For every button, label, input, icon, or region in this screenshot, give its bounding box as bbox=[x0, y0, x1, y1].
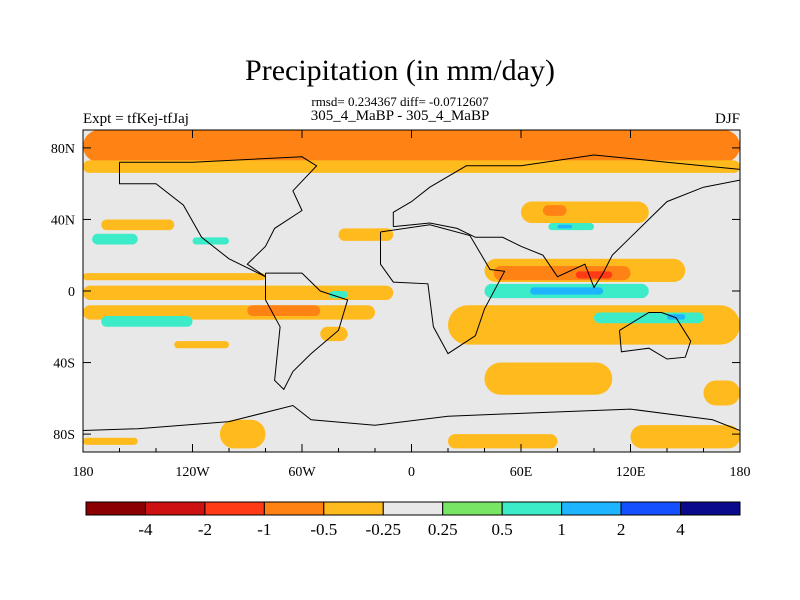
colorbar-swatch bbox=[263, 501, 325, 516]
y-tick-label: 0 bbox=[68, 285, 75, 300]
colorbar-label: 4 bbox=[676, 520, 685, 539]
region-s-america-wet bbox=[329, 291, 348, 299]
region-antarctic-indian bbox=[630, 425, 740, 449]
region-pacific-eq bbox=[83, 285, 394, 300]
region-asia-40n-core bbox=[542, 205, 567, 216]
region-indian-10n-hot bbox=[575, 271, 613, 279]
region-indian-15s-wet bbox=[594, 312, 704, 324]
colorbar-label: 0.5 bbox=[492, 520, 513, 539]
region-spcz-wet bbox=[101, 316, 193, 327]
region-drake-passage bbox=[219, 419, 266, 449]
colorbar-label: -4 bbox=[138, 520, 153, 539]
x-tick-label: 60W bbox=[288, 465, 316, 480]
y-axis: 80N 40N 0 40S 80S bbox=[51, 142, 740, 443]
coastline-eurasia bbox=[392, 154, 740, 289]
colorbar-label: -0.25 bbox=[366, 520, 401, 539]
region-south-pacific-60s bbox=[703, 380, 740, 406]
season-label: DJF bbox=[714, 111, 740, 127]
colorbar-label: 1 bbox=[557, 520, 566, 539]
y-tick-label: 40N bbox=[51, 213, 75, 228]
colorbar-swatch bbox=[442, 501, 503, 516]
region-south-indian-40s bbox=[484, 362, 613, 395]
region-indian-15s bbox=[448, 305, 740, 345]
colorbar-swatch bbox=[144, 501, 206, 516]
colorbar-swatch bbox=[85, 501, 146, 516]
colorbar-label: -1 bbox=[257, 520, 271, 539]
experiment-label: Expt = tfKej-tfJaj bbox=[83, 111, 189, 127]
colorbar-label: 2 bbox=[617, 520, 626, 539]
region-asia-40n-wet-core bbox=[557, 224, 573, 229]
region-south-pacific-30s bbox=[174, 341, 229, 349]
colorbar-label: -2 bbox=[198, 520, 212, 539]
precip-anomaly-regions bbox=[83, 130, 740, 449]
region-pacific-10s-core bbox=[247, 305, 321, 317]
x-tick-label: 120W bbox=[175, 465, 210, 480]
y-tick-label: 40S bbox=[53, 357, 75, 372]
region-north-polar-band bbox=[83, 130, 740, 163]
region-pacific-30n-wet2 bbox=[192, 237, 229, 245]
region-north-polar-fringe bbox=[83, 160, 740, 173]
region-pacific-10n bbox=[83, 273, 266, 281]
chart-stats: rmsd= 0.234367 diff= -0.0712607 bbox=[311, 94, 489, 109]
x-axis: 180 120W 60W 0 60E 120E 180 bbox=[73, 130, 751, 480]
colorbar-swatch bbox=[561, 501, 622, 516]
coastline-africa bbox=[380, 224, 506, 355]
colorbar-swatch bbox=[680, 501, 741, 516]
colorbar-swatch bbox=[501, 501, 563, 516]
x-tick-label: 180 bbox=[73, 465, 94, 480]
coastlines bbox=[83, 154, 740, 452]
region-south-pole-band bbox=[83, 437, 138, 445]
coastline-australia bbox=[619, 312, 692, 360]
colorbar-label: -0.5 bbox=[310, 520, 337, 539]
region-asia-40n bbox=[521, 201, 649, 224]
x-tick-label: 120E bbox=[616, 465, 646, 480]
coastline-antarctica bbox=[83, 404, 740, 452]
colorbar-label: 0.25 bbox=[428, 520, 458, 539]
coastline-north-america bbox=[119, 156, 318, 278]
colorbar-swatch bbox=[323, 501, 384, 516]
colorbar-swatch bbox=[620, 501, 682, 516]
region-pacific-40n bbox=[101, 219, 175, 231]
region-atlantic-30n bbox=[338, 228, 394, 241]
colorbar-swatch bbox=[204, 501, 265, 516]
region-eq-indian-wet-core bbox=[530, 287, 604, 295]
y-tick-label: 80S bbox=[53, 428, 75, 443]
y-tick-label: 80N bbox=[51, 142, 75, 157]
x-tick-label: 180 bbox=[730, 465, 751, 480]
chart-subtitle: 305_4_MaBP - 305_4_MaBP bbox=[310, 108, 490, 124]
region-indian-15s-wet-core bbox=[667, 314, 686, 320]
region-pacific-30n-wet bbox=[92, 233, 138, 245]
x-tick-label: 60E bbox=[510, 465, 533, 480]
coastline-south-america bbox=[265, 272, 349, 391]
chart-title: Precipitation (in mm/day) bbox=[245, 54, 555, 87]
colorbar-swatch bbox=[382, 501, 444, 516]
region-antarctic-atlantic bbox=[448, 434, 558, 449]
colorbar: -4 -2 -1 -0.5 -0.25 0.25 0.5 1 2 4 bbox=[85, 501, 741, 539]
x-tick-label: 0 bbox=[408, 465, 415, 480]
